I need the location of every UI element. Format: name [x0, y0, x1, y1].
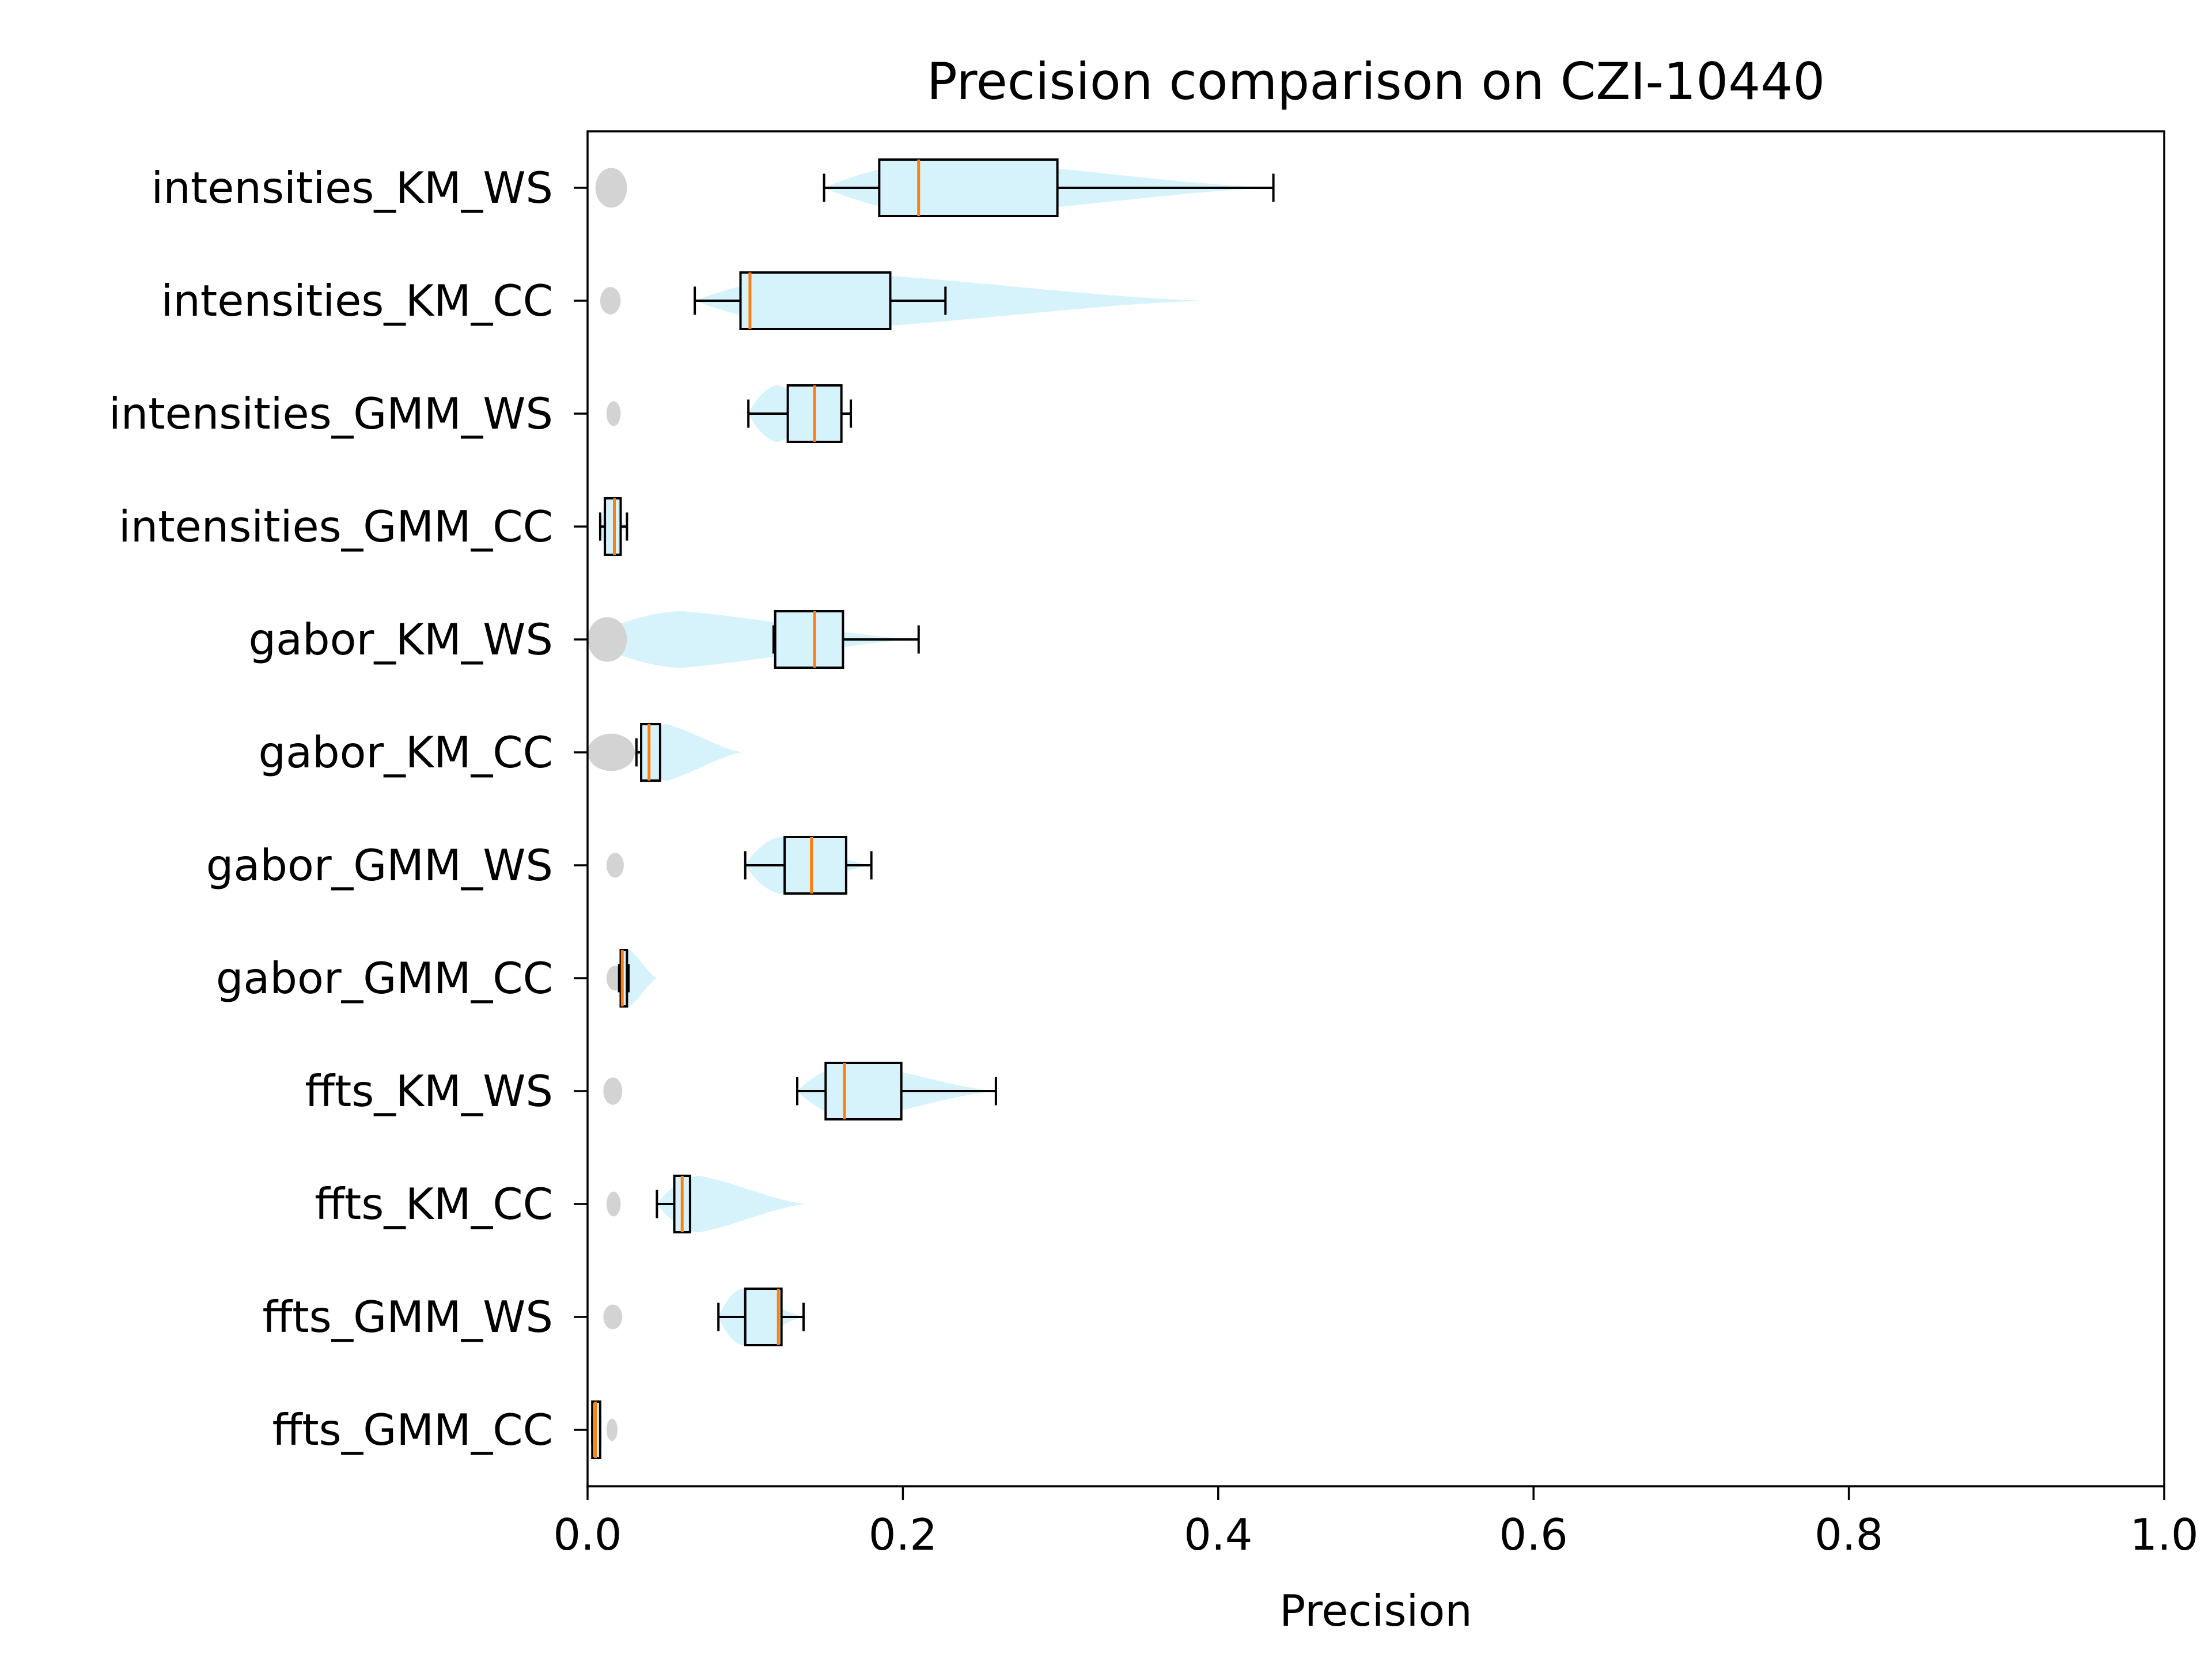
y-tick-label-intensities-km-cc: intensities_KM_CC — [161, 275, 553, 326]
box-gabor-gmm-ws — [783, 836, 847, 895]
background-violin-ffts-km-ws — [603, 1077, 623, 1105]
background-violin-intensities-km-ws — [595, 168, 627, 208]
background-violin-gabor-km-cc — [588, 733, 635, 771]
box-intensities-km-ws — [878, 158, 1059, 217]
y-tick-label-gabor-gmm-cc: gabor_GMM_CC — [216, 953, 553, 1004]
y-tick-label-intensities-gmm-cc: intensities_GMM_CC — [119, 501, 553, 552]
y-tick-label-ffts-gmm-ws: ffts_GMM_WS — [263, 1292, 553, 1342]
box-intensities-km-cc — [739, 271, 892, 330]
violin-gabor-km-cc — [636, 724, 743, 781]
y-axis: intensities_KM_WS intensities_KM_CCintens… — [109, 162, 588, 1455]
chart-title: Precision comparison on CZI-10440 — [927, 52, 1825, 111]
background-violins-layer — [588, 168, 635, 1441]
violin-ffts-km-cc — [657, 1175, 805, 1233]
violin-gabor-gmm-cc — [619, 949, 657, 1007]
plot-frame — [586, 130, 2165, 1487]
y-tick-label-ffts-km-cc: ffts_KM_CC — [315, 1179, 553, 1229]
y-tick-label-intensities-gmm-ws: intensities_GMM_WS — [109, 388, 553, 439]
background-violin-intensities-km-cc — [600, 287, 621, 315]
y-tick-label-gabor-km-cc: gabor_KM_CC — [258, 727, 553, 778]
x-tick-label-3: 0.6 — [1499, 1509, 1568, 1560]
box-gabor-km-ws — [774, 610, 844, 669]
background-violin-gabor-km-ws — [588, 617, 627, 662]
background-violin-gabor-gmm-ws — [606, 853, 624, 878]
y-tick-label-intensities-km-ws: intensities_KM_WS — [151, 162, 554, 213]
box-intensities-gmm-cc — [604, 497, 622, 556]
x-tick-label-4: 0.8 — [1815, 1509, 1883, 1560]
x-tick-label-2: 0.4 — [1184, 1509, 1252, 1560]
boxes-layer — [591, 158, 1275, 1459]
x-tick-label-1: 0.2 — [869, 1509, 937, 1560]
y-tick-label-ffts-gmm-cc: ffts_GMM_CC — [272, 1404, 553, 1455]
box-ffts-km-ws — [824, 1062, 903, 1120]
y-tick-label-gabor-km-ws: gabor_KM_WS — [248, 614, 553, 665]
violin-gabor-km-ws — [588, 611, 919, 668]
background-violin-ffts-km-cc — [606, 1191, 621, 1217]
box-gabor-km-cc — [640, 723, 661, 782]
x-axis-label: Precision — [1279, 1585, 1472, 1636]
background-violin-ffts-gmm-cc — [606, 1418, 618, 1441]
x-tick-label-0: 0.0 — [553, 1509, 622, 1560]
y-tick-label-ffts-km-ws: ffts_KM_WS — [305, 1066, 553, 1116]
box-ffts-gmm-ws — [744, 1288, 783, 1346]
x-axis: 0.0 0.2 0.4 0.6 0.8 1.0 — [553, 1486, 2199, 1560]
x-tick-label-5: 1.0 — [2130, 1509, 2198, 1560]
background-violin-intensities-gmm-ws — [606, 401, 621, 426]
box-gabor-gmm-cc — [619, 949, 628, 1008]
background-violin-ffts-gmm-ws — [603, 1304, 623, 1330]
y-tick-label-gabor-gmm-ws: gabor_GMM_WS — [206, 840, 553, 891]
